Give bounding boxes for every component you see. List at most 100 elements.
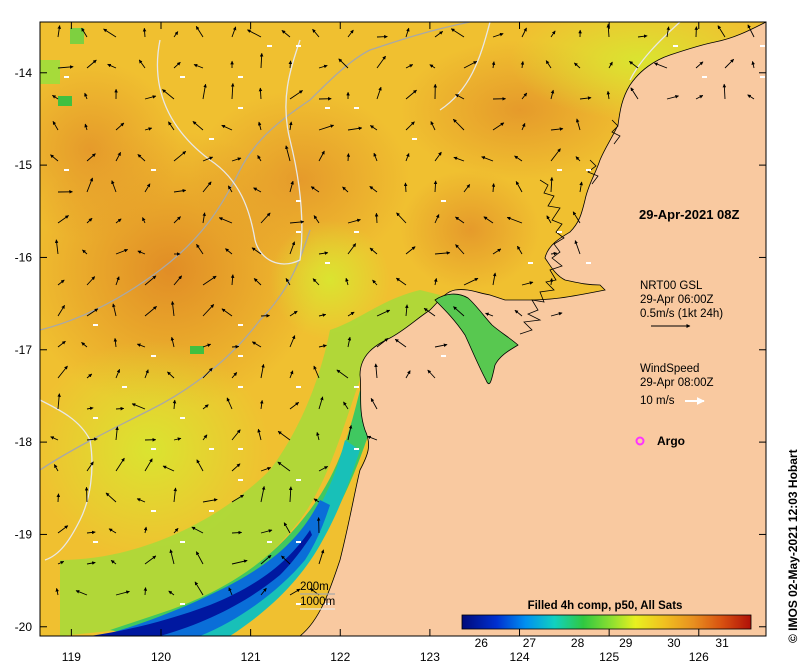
current-vector xyxy=(173,216,181,224)
current-vector xyxy=(550,251,558,256)
current-vector xyxy=(173,437,182,441)
current-vector xyxy=(115,122,125,131)
current-vector xyxy=(506,216,523,224)
current-vector xyxy=(405,153,410,162)
current-vector xyxy=(521,27,527,38)
current-vector xyxy=(345,277,349,286)
current-vector xyxy=(144,275,157,286)
wind-vector xyxy=(296,479,301,481)
current-vector xyxy=(86,177,93,193)
wind-vector xyxy=(441,200,446,202)
current-vector xyxy=(514,155,523,162)
king-sound xyxy=(434,293,519,385)
current-vector xyxy=(169,549,175,565)
current-vector xyxy=(115,218,122,224)
wind-vector xyxy=(238,355,243,357)
current-vector xyxy=(86,373,93,379)
current-vector xyxy=(654,62,668,69)
current-vector xyxy=(455,216,465,224)
current-vector xyxy=(196,459,204,472)
current-vector xyxy=(259,52,264,69)
current-vector xyxy=(374,363,378,379)
current-vector xyxy=(110,559,117,565)
lon-tick-label: 120 xyxy=(151,650,171,664)
current-vector xyxy=(289,310,298,317)
current-vector xyxy=(492,248,502,255)
current-vector xyxy=(347,243,357,255)
current-vector xyxy=(202,343,212,348)
current-vector xyxy=(57,560,65,565)
current-vector xyxy=(491,61,496,69)
current-vector xyxy=(144,369,149,379)
wind-vector xyxy=(673,45,678,47)
current-vector xyxy=(86,461,94,472)
wind-vector xyxy=(296,603,301,605)
current-vector xyxy=(253,278,262,286)
current-vector xyxy=(517,245,523,255)
wind-vector xyxy=(557,231,562,233)
current-vector xyxy=(427,369,436,379)
current-vector xyxy=(173,150,187,162)
current-vector xyxy=(168,121,175,131)
current-vector xyxy=(347,311,355,317)
current-vector xyxy=(546,215,552,224)
current-vector xyxy=(463,277,479,286)
wind-vector xyxy=(354,107,359,109)
wind-vector xyxy=(702,76,707,78)
current-vector xyxy=(173,487,178,503)
current-vector xyxy=(258,87,263,100)
current-vector xyxy=(318,124,335,131)
lat-tick-label: -15 xyxy=(15,158,33,172)
current-vector xyxy=(514,309,523,317)
wind-vector xyxy=(296,541,301,543)
current-vector xyxy=(574,240,581,255)
wind-vector xyxy=(528,262,533,264)
current-vector xyxy=(550,127,564,131)
current-vector xyxy=(520,61,525,69)
current-vector xyxy=(313,215,320,224)
current-vector xyxy=(695,61,704,69)
current-vector xyxy=(257,428,262,441)
colorbar-tick-label: 27 xyxy=(523,636,537,650)
current-vector xyxy=(57,65,74,69)
wind-vector xyxy=(238,479,243,481)
current-vector xyxy=(492,32,504,38)
lon-tick-label: 124 xyxy=(510,650,530,664)
current-vector xyxy=(260,363,265,379)
wind-vector xyxy=(238,386,243,388)
current-vector xyxy=(453,306,465,317)
lon-tick-label: 122 xyxy=(330,650,350,664)
wind-vector xyxy=(557,169,562,171)
current-vector xyxy=(172,399,177,410)
current-scale-label: 0.5m/s (1kt 24h) xyxy=(640,308,723,320)
current-vector xyxy=(221,308,233,317)
current-vector xyxy=(86,59,97,69)
argo-marker: Argo xyxy=(635,434,685,448)
lon-tick-label: 119 xyxy=(62,650,81,664)
coastline-detail xyxy=(519,119,621,335)
current-vector xyxy=(338,58,349,69)
current-vector xyxy=(57,525,69,534)
current-vector xyxy=(318,251,329,255)
colorbar-tick-label: 26 xyxy=(475,636,489,650)
current-vector xyxy=(747,94,755,100)
current-vector xyxy=(374,212,379,224)
current-vector xyxy=(202,498,218,503)
current-vector xyxy=(367,435,378,441)
current-vector xyxy=(260,554,272,565)
wind-scale-label: 10 m/s xyxy=(640,395,675,407)
lon-tick-label: 125 xyxy=(599,650,619,664)
current-vector xyxy=(251,247,262,255)
current-vector xyxy=(347,218,361,224)
current-vector xyxy=(144,555,157,565)
current-vector xyxy=(434,151,442,162)
current-vector xyxy=(289,335,296,348)
current-vector xyxy=(629,61,639,69)
current-vector xyxy=(312,28,320,38)
current-vector xyxy=(218,217,233,224)
current-vector xyxy=(434,343,448,348)
current-vector xyxy=(115,406,125,411)
current-vector xyxy=(318,313,327,317)
current-vector xyxy=(52,94,59,100)
current-vector xyxy=(404,304,409,317)
